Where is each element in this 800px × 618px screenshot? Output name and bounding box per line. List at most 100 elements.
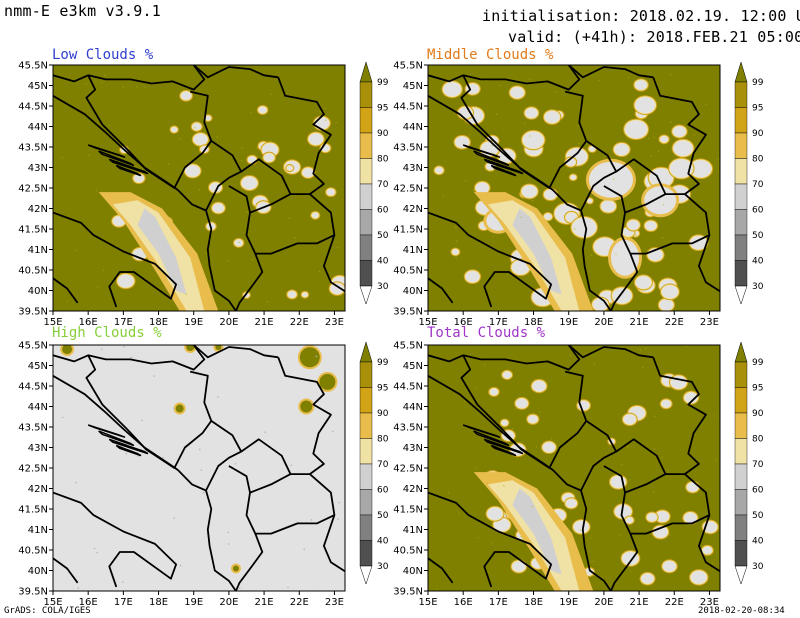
border-line xyxy=(568,65,654,79)
lat-tick-label: 44.5N xyxy=(393,102,423,113)
border-line xyxy=(460,74,588,189)
lon-tick-label: 21E xyxy=(255,597,274,608)
border-line xyxy=(205,210,237,311)
lon-tick-label: 19E xyxy=(559,597,578,608)
lat-tick-label: 40N xyxy=(28,566,48,577)
colorbar-swatch xyxy=(734,234,748,261)
lat-tick-label: 42N xyxy=(28,484,48,495)
border-line xyxy=(428,491,553,588)
panel-title-total-clouds: Total Clouds % xyxy=(427,325,546,341)
colorbar-swatch xyxy=(359,361,373,388)
lat-tick-label: 39.5N xyxy=(18,587,48,598)
colorbar-level-label: 80 xyxy=(377,435,389,445)
lon-tick-label: 18E xyxy=(524,597,543,608)
colorbar-level-label: 40 xyxy=(752,537,764,547)
colorbar-level-label: 95 xyxy=(377,384,388,394)
lon-tick-label: 18E xyxy=(149,317,168,328)
island-outline xyxy=(490,444,517,457)
colorbar-level-label: 99 xyxy=(377,358,389,368)
island-outline xyxy=(490,164,517,177)
island-outline xyxy=(483,438,524,455)
colorbar-swatch xyxy=(359,463,373,490)
colorbar-swatch xyxy=(359,183,373,210)
colorbar-level-label: 40 xyxy=(377,257,389,267)
colorbar-level-label: 30 xyxy=(377,282,389,292)
lon-tick-label: 15E xyxy=(418,317,437,328)
colorbar-swatch xyxy=(734,183,748,210)
border-line xyxy=(193,65,279,79)
colorbar-swatch xyxy=(359,514,373,541)
lat-tick-label: 43.5N xyxy=(393,143,423,154)
colorbar-level-label: 60 xyxy=(752,486,764,496)
border-line xyxy=(228,438,292,494)
colorbar-level-label: 40 xyxy=(752,257,764,267)
border-line xyxy=(235,253,264,311)
lat-tick-label: 41.5N xyxy=(393,225,423,236)
lat-tick-label: 41N xyxy=(28,525,48,536)
island-outline xyxy=(473,150,510,167)
colorbar-swatch xyxy=(734,81,748,108)
border-line xyxy=(205,490,237,591)
map-total-clouds: 45.5N 45N 44.5N 44N 43.5N 43N 42.5N 42N 41.5N 41N… xyxy=(393,341,763,609)
colorbar-level-label: 50 xyxy=(752,511,764,521)
border-line xyxy=(428,277,454,304)
lat-tick-label: 41N xyxy=(403,245,423,256)
lat-tick-label: 45N xyxy=(403,81,423,92)
lat-tick-label: 45N xyxy=(403,361,423,372)
border-line xyxy=(620,193,711,255)
lon-tick-label: 23E xyxy=(325,317,344,328)
colorbar-swatch xyxy=(734,107,748,134)
colorbar-level-label: 70 xyxy=(752,180,764,190)
border-line xyxy=(53,345,206,371)
border-line xyxy=(610,253,639,311)
valid-label: valid: (+41h): 2018.FEB.21 05:00 UTC xyxy=(508,28,800,46)
lon-tick-label: 23E xyxy=(325,597,344,608)
lat-tick-label: 42N xyxy=(403,484,423,495)
lon-tick-label: 16E xyxy=(454,597,473,608)
island-outline xyxy=(462,144,501,159)
lat-tick-label: 43.5N xyxy=(393,423,423,434)
colorbar-level-label: 80 xyxy=(752,435,764,445)
lat-tick-label: 41.5N xyxy=(18,225,48,236)
colorbar-swatch xyxy=(359,540,373,567)
lon-tick-label: 15E xyxy=(43,317,62,328)
colorbar: 99 95 90 80 70 60 50 40 30 xyxy=(359,61,389,305)
lon-tick-label: 23E xyxy=(700,597,719,608)
lat-tick-label: 39.5N xyxy=(18,307,48,318)
lat-tick-label: 43N xyxy=(28,163,48,174)
border-line xyxy=(428,211,553,308)
border-line xyxy=(53,211,178,308)
colorbar-level-label: 70 xyxy=(752,460,764,470)
lat-tick-label: 41.5N xyxy=(18,505,48,516)
lat-tick-label: 40.5N xyxy=(393,546,423,557)
lat-tick-label: 43N xyxy=(403,163,423,174)
colorbar-swatch xyxy=(734,361,748,388)
border-line xyxy=(228,158,292,214)
lon-tick-label: 23E xyxy=(700,317,719,328)
island-outline xyxy=(462,424,501,439)
colorbar-level-label: 99 xyxy=(752,78,764,88)
border-line xyxy=(245,193,336,255)
panel-title-high-clouds: High Clouds % xyxy=(52,325,162,341)
border-line xyxy=(85,74,213,189)
island-outline xyxy=(483,158,524,175)
island-outline xyxy=(108,438,149,455)
colorbar-level-label: 30 xyxy=(752,562,764,572)
map-panel-low-clouds: 45.5N 45N 44.5N 44N 43.5N 43N 42.5N 42N 41.5N 41N… xyxy=(0,47,388,328)
lat-tick-label: 41.5N xyxy=(393,505,423,516)
lon-tick-label: 20E xyxy=(219,317,238,328)
lon-tick-label: 21E xyxy=(630,597,649,608)
island-outline xyxy=(115,164,142,177)
border-line xyxy=(460,354,588,469)
lat-tick-label: 43N xyxy=(403,443,423,454)
border-line xyxy=(428,557,454,584)
colorbar-level-label: 60 xyxy=(752,206,764,216)
footer-left: GrADS: COLA/IGES xyxy=(4,606,91,616)
lon-tick-label: 22E xyxy=(665,317,684,328)
map-field-0 xyxy=(53,65,345,311)
border-line xyxy=(697,234,720,293)
colorbar-level-label: 30 xyxy=(752,282,764,292)
border-line xyxy=(620,473,711,535)
border-line xyxy=(603,438,667,494)
lon-tick-label: 16E xyxy=(79,317,98,328)
